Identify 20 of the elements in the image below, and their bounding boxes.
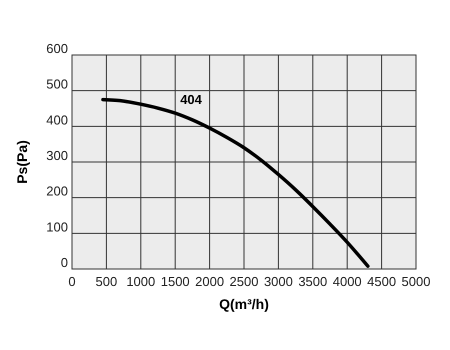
y-tick-label: 600	[46, 41, 68, 56]
x-tick-label: 3500	[298, 274, 328, 289]
x-tick-label: 4500	[367, 274, 396, 289]
x-tick-label: 500	[96, 274, 118, 289]
y-tick-label: 400	[46, 112, 68, 128]
y-tick-label: 0	[60, 255, 68, 270]
y-tick-label: 300	[46, 148, 68, 163]
x-tick-label: 2000	[195, 274, 224, 289]
x-tick-label: 5000	[402, 274, 430, 289]
x-tick-label: 1500	[160, 274, 190, 289]
series-label: 404	[180, 92, 203, 108]
x-tick-label: 3000	[264, 274, 293, 289]
x-tick-label: 1000	[126, 274, 156, 289]
x-tick-label: 4000	[332, 274, 362, 289]
x-axis-title: Q(m³/h)	[219, 296, 269, 312]
y-tick-label: 200	[46, 184, 68, 199]
y-tick-label: 500	[46, 76, 68, 92]
y-axis-title: Ps(Pa)	[14, 140, 30, 184]
x-tick-label: 2500	[230, 274, 258, 289]
y-tick-label: 100	[46, 219, 68, 234]
